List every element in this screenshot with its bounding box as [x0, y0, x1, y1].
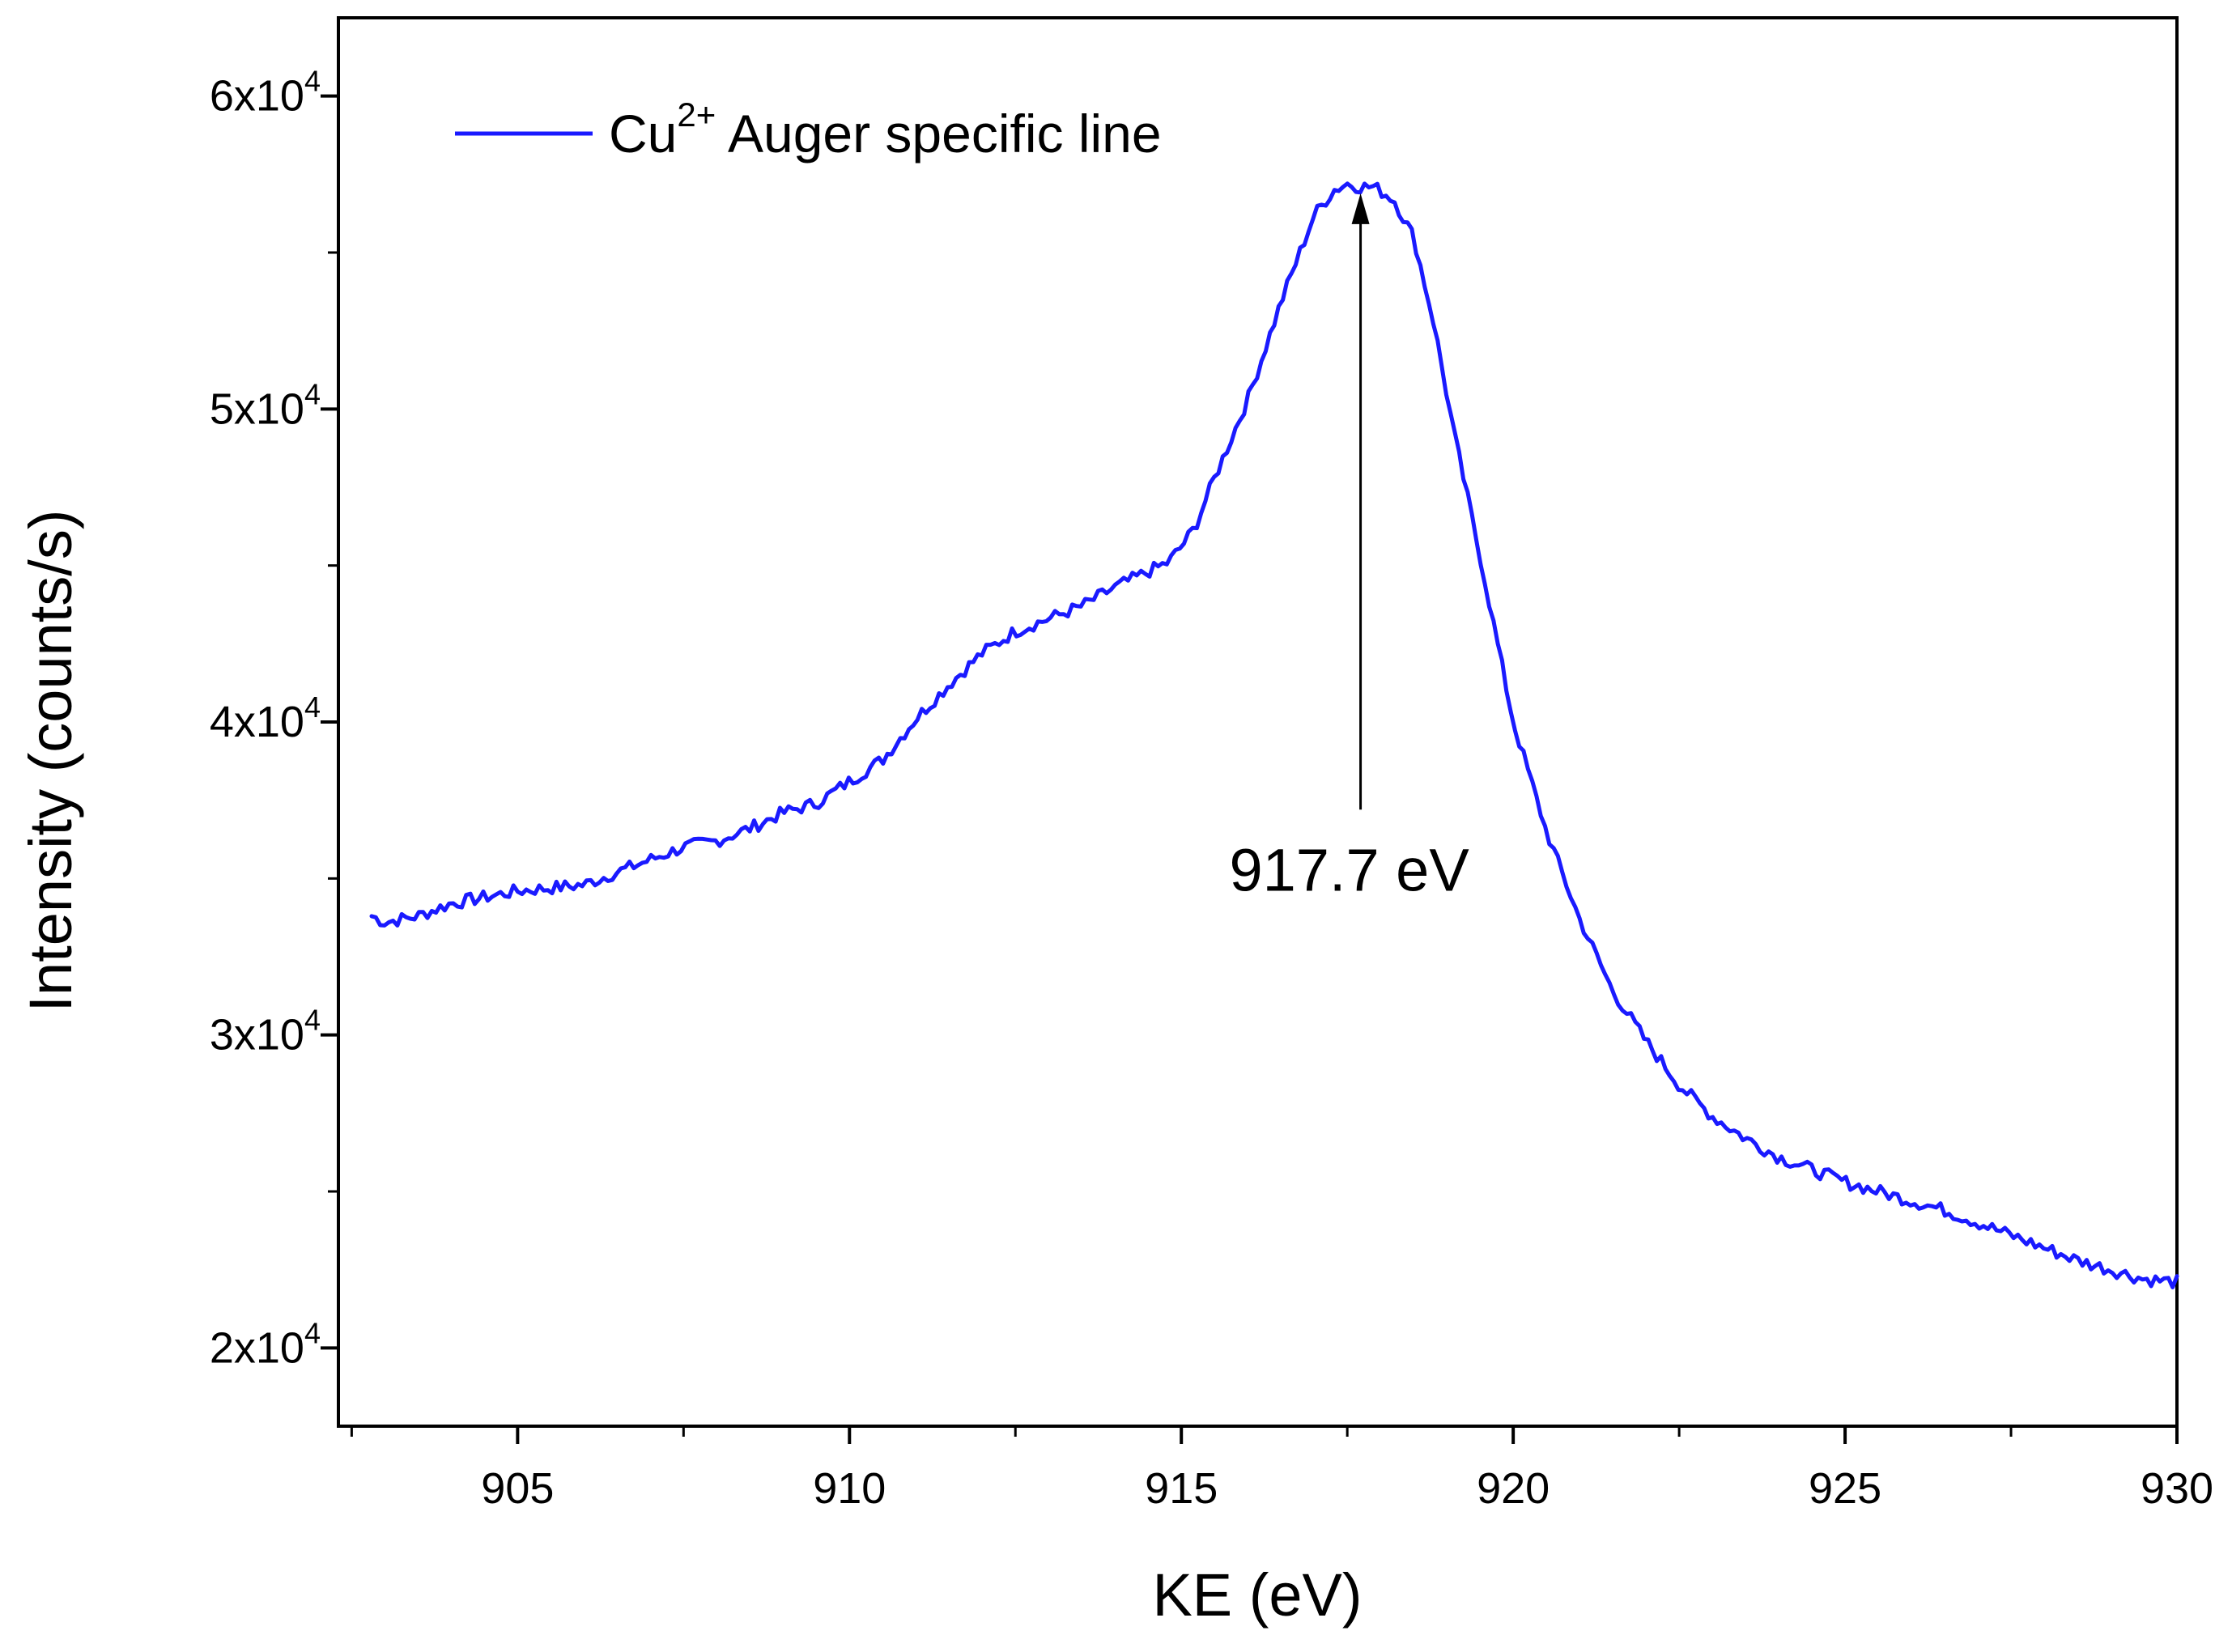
- peak-annotation: 917.7 eV: [1229, 193, 1469, 903]
- series-line-cu2-auger: [369, 181, 2179, 1289]
- plot-area-frame: [337, 16, 2179, 1428]
- x-tick-label: 920: [1477, 1464, 1550, 1513]
- y-tick-label: 2x104: [210, 1316, 321, 1372]
- y-axis-ticks: [321, 94, 338, 1350]
- legend-label-main: Cu: [609, 104, 677, 164]
- x-tick-label: 910: [813, 1464, 886, 1513]
- x-axis-title: KE (eV): [1152, 1561, 1362, 1629]
- y-tick-label: 4x104: [210, 690, 321, 746]
- legend-label: Cu2+ Auger specific line: [609, 96, 1162, 164]
- x-axis-ticks: [350, 1426, 2179, 1444]
- x-axis-tick-labels: 905 910 915 920 925 930: [481, 1464, 2213, 1513]
- x-tick-label: 925: [1809, 1464, 1881, 1513]
- y-tick-label: 6x104: [210, 65, 321, 121]
- legend: Cu2+ Auger specific line: [455, 96, 1162, 164]
- x-tick-label: 905: [481, 1464, 554, 1513]
- peak-annotation-label: 917.7 eV: [1229, 836, 1469, 903]
- peak-annotation-arrow-head: [1351, 193, 1370, 224]
- x-tick-label: 930: [2141, 1464, 2213, 1513]
- legend-label-superscript: 2+: [677, 96, 716, 134]
- y-tick-label: 3x104: [210, 1004, 321, 1060]
- y-axis-title: Intensity (counts/s): [17, 509, 84, 1012]
- x-tick-label: 915: [1145, 1464, 1218, 1513]
- y-tick-label: 5x104: [210, 377, 321, 433]
- y-axis-tick-labels: 2x104 3x104 4x104 5x104 6x104: [210, 65, 321, 1373]
- legend-label-rest: Auger specific line: [716, 104, 1161, 164]
